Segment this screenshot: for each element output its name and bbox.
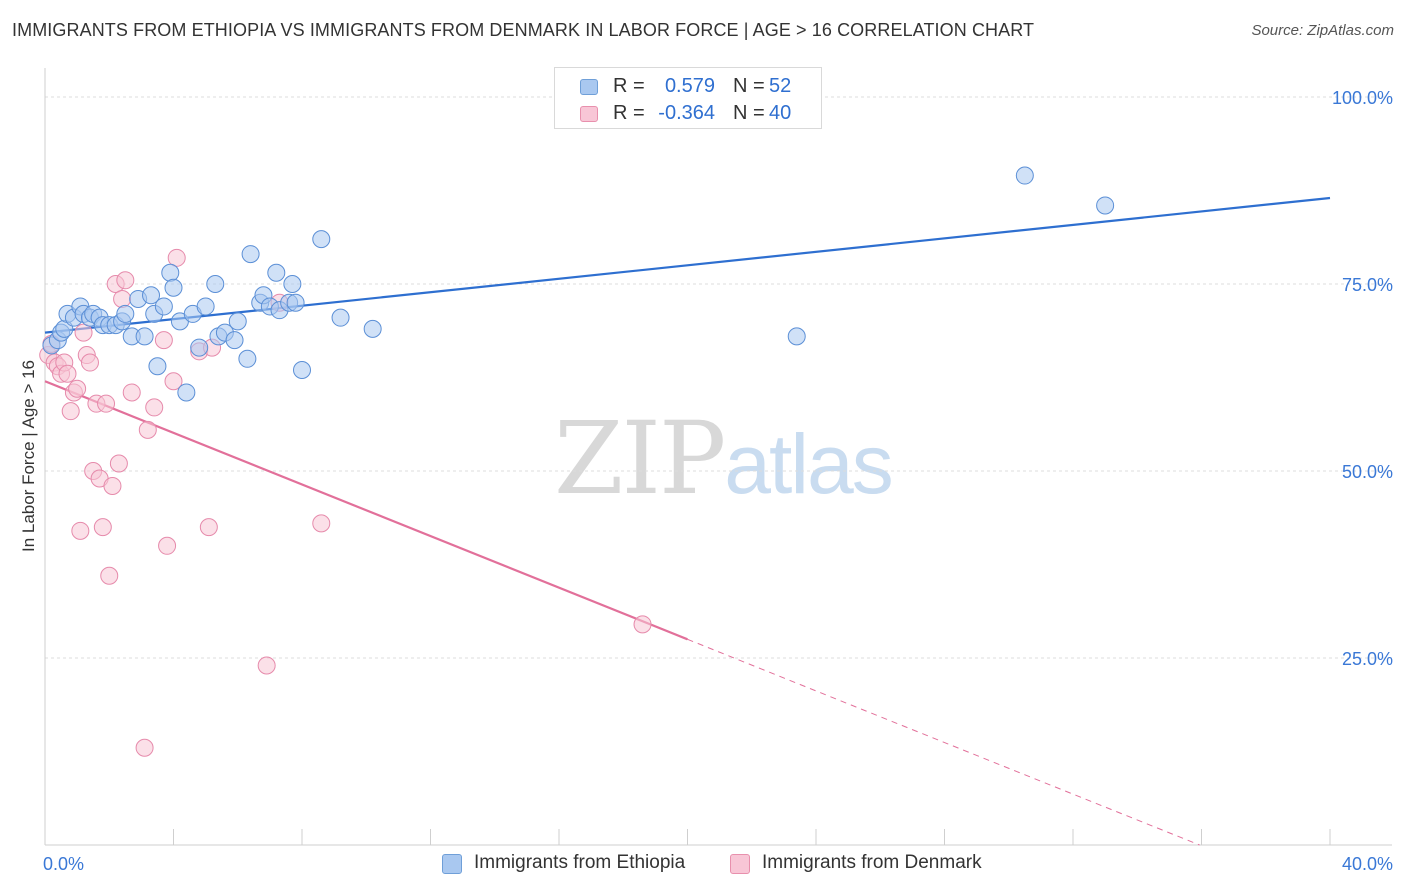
point-ethiopia [787,327,806,346]
point-ethiopia [331,308,350,327]
legend-row-denmark: R = -0.364 N = 40 [555,100,821,128]
point-ethiopia [312,230,331,249]
tick-labels: 25.0% 50.0% 75.0% 100.0% 0.0% 40.0% [43,88,1393,874]
point-ethiopia [135,327,154,346]
legend-r-label: R = [613,75,645,97]
bottom-legend-swatch-denmark [730,854,750,874]
point-denmark [61,402,80,421]
point-ethiopia [293,361,311,380]
point-denmark [257,656,276,675]
point-denmark [68,379,87,398]
legend-n-value: 52 [769,75,792,97]
trend-line-extension-denmark [687,638,1200,846]
point-ethiopia [177,383,196,402]
point-denmark [113,289,132,308]
grid-lines [45,96,1392,659]
legend-r-value: 0.579 [664,75,715,97]
point-denmark [158,536,177,555]
point-ethiopia [238,349,257,368]
point-ethiopia [116,304,135,323]
watermark-zip: ZIP [554,400,726,517]
point-ethiopia [148,357,167,376]
legend-swatch-ethiopia [580,79,598,95]
point-denmark [633,615,652,634]
watermark-atlas: atlas [724,417,893,511]
point-denmark [80,353,99,372]
point-denmark [74,323,93,342]
legend-swatch-denmark [580,106,598,122]
point-ethiopia [283,275,302,293]
bottom-legend-swatch-ethiopia [442,854,462,874]
watermark: ZIPatlas [554,400,894,517]
point-denmark [167,248,186,267]
legend-r-label: R = [613,102,645,124]
point-denmark [145,398,164,417]
point-denmark [164,372,183,391]
point-ethiopia [164,278,183,297]
point-denmark [122,383,141,402]
point-denmark [58,364,77,383]
axes [44,68,1392,846]
point-denmark [154,331,173,350]
point-ethiopia [1015,166,1034,185]
y-tick-label: 75.0% [1342,275,1393,295]
point-denmark [135,738,154,757]
bottom-legend-label-denmark: Immigrants from Denmark [762,852,982,873]
point-denmark [116,271,135,290]
bottom-legend-label-ethiopia: Immigrants from Ethiopia [474,852,686,873]
point-denmark [312,514,331,533]
point-ethiopia [363,319,382,338]
data-points [39,166,1115,757]
point-denmark [100,566,119,585]
point-denmark [93,518,112,537]
point-denmark [138,420,157,439]
trend-line-denmark [44,380,688,641]
point-ethiopia [267,263,286,282]
point-ethiopia [206,275,225,293]
point-ethiopia [196,297,215,316]
point-denmark [109,454,128,473]
point-denmark [199,518,218,537]
y-tick-label: 100.0% [1332,88,1393,108]
source-credit: Source: ZipAtlas.com [1251,22,1394,39]
correlation-legend: R = 0.579 N = 52 R = -0.364 N = 40 [554,67,822,129]
point-ethiopia [190,338,209,357]
legend-r-value: -0.364 [658,102,715,124]
x-tick-label-left: 0.0% [43,854,84,874]
point-denmark [103,476,122,495]
legend-row-ethiopia: R = 0.579 N = 52 [555,73,821,101]
point-ethiopia [142,286,161,305]
point-denmark [97,394,116,413]
point-ethiopia [286,293,305,312]
point-ethiopia [1096,196,1115,215]
legend-n-label: N = [733,75,765,97]
x-tick-label-right: 40.0% [1342,854,1393,874]
y-tick-label: 25.0% [1342,649,1393,669]
legend-n-label: N = [733,102,765,124]
legend-n-value: 40 [769,102,792,124]
point-ethiopia [228,312,247,331]
point-ethiopia [161,263,180,282]
point-ethiopia [154,297,173,316]
trend-lines [44,196,1331,846]
chart-title: IMMIGRANTS FROM ETHIOPIA VS IMMIGRANTS F… [12,20,1035,40]
point-ethiopia [241,245,260,264]
y-tick-label: 50.0% [1342,462,1393,482]
point-ethiopia [225,331,244,350]
point-denmark [71,521,90,540]
